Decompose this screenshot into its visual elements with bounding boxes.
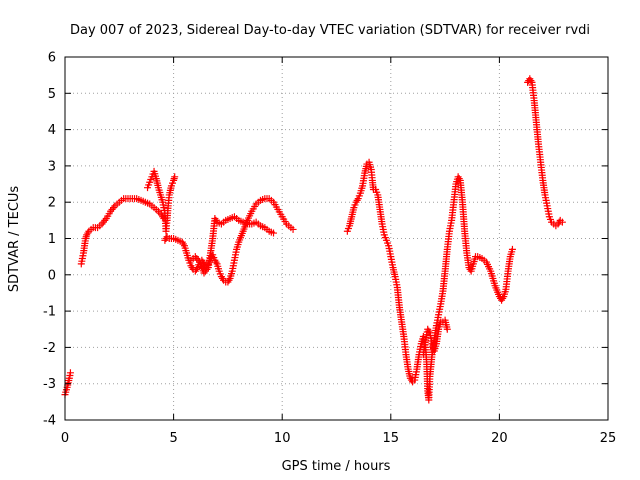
- x-tick-label: 5: [169, 431, 177, 446]
- data-point: [225, 276, 233, 284]
- y-tick-label: 2: [48, 196, 56, 211]
- x-tick-label: 10: [274, 431, 291, 446]
- data-point: [66, 369, 74, 377]
- data-point: [508, 245, 516, 253]
- y-tick-label: 1: [48, 232, 56, 247]
- x-tick-label: 20: [491, 431, 508, 446]
- data-markers: [61, 75, 566, 404]
- y-axis-label: SDTVAR / TECUs: [7, 186, 22, 293]
- y-tick-label: 4: [48, 123, 56, 138]
- x-axis-label: GPS time / hours: [282, 459, 391, 474]
- x-tick-label: 0: [61, 431, 69, 446]
- plot-frame: [64, 56, 609, 421]
- data-point: [270, 229, 278, 237]
- data-point: [443, 325, 451, 333]
- y-tick-label: -3: [43, 377, 56, 392]
- y-tick-label: 5: [48, 87, 56, 102]
- chart-title: Day 007 of 2023, Sidereal Day-to-day VTE…: [70, 23, 590, 38]
- x-tick-label: 25: [600, 431, 617, 446]
- y-tick-label: -2: [43, 341, 56, 356]
- y-axis-ticks: -4 -3 -2 -1 0 1 2 3 4 5 6: [43, 51, 608, 429]
- data-point: [289, 225, 297, 233]
- x-tick-label: 15: [383, 431, 400, 446]
- y-tick-label: 3: [48, 159, 56, 174]
- data-point: [171, 173, 179, 181]
- y-tick-label: 6: [48, 51, 56, 66]
- gridlines: [65, 57, 608, 420]
- y-tick-label: -1: [43, 305, 56, 320]
- y-tick-label: 0: [48, 268, 56, 283]
- y-tick-label: -4: [43, 414, 56, 429]
- data-point: [558, 218, 566, 226]
- x-axis-ticks: 0 5 10 15 20 25: [61, 57, 616, 446]
